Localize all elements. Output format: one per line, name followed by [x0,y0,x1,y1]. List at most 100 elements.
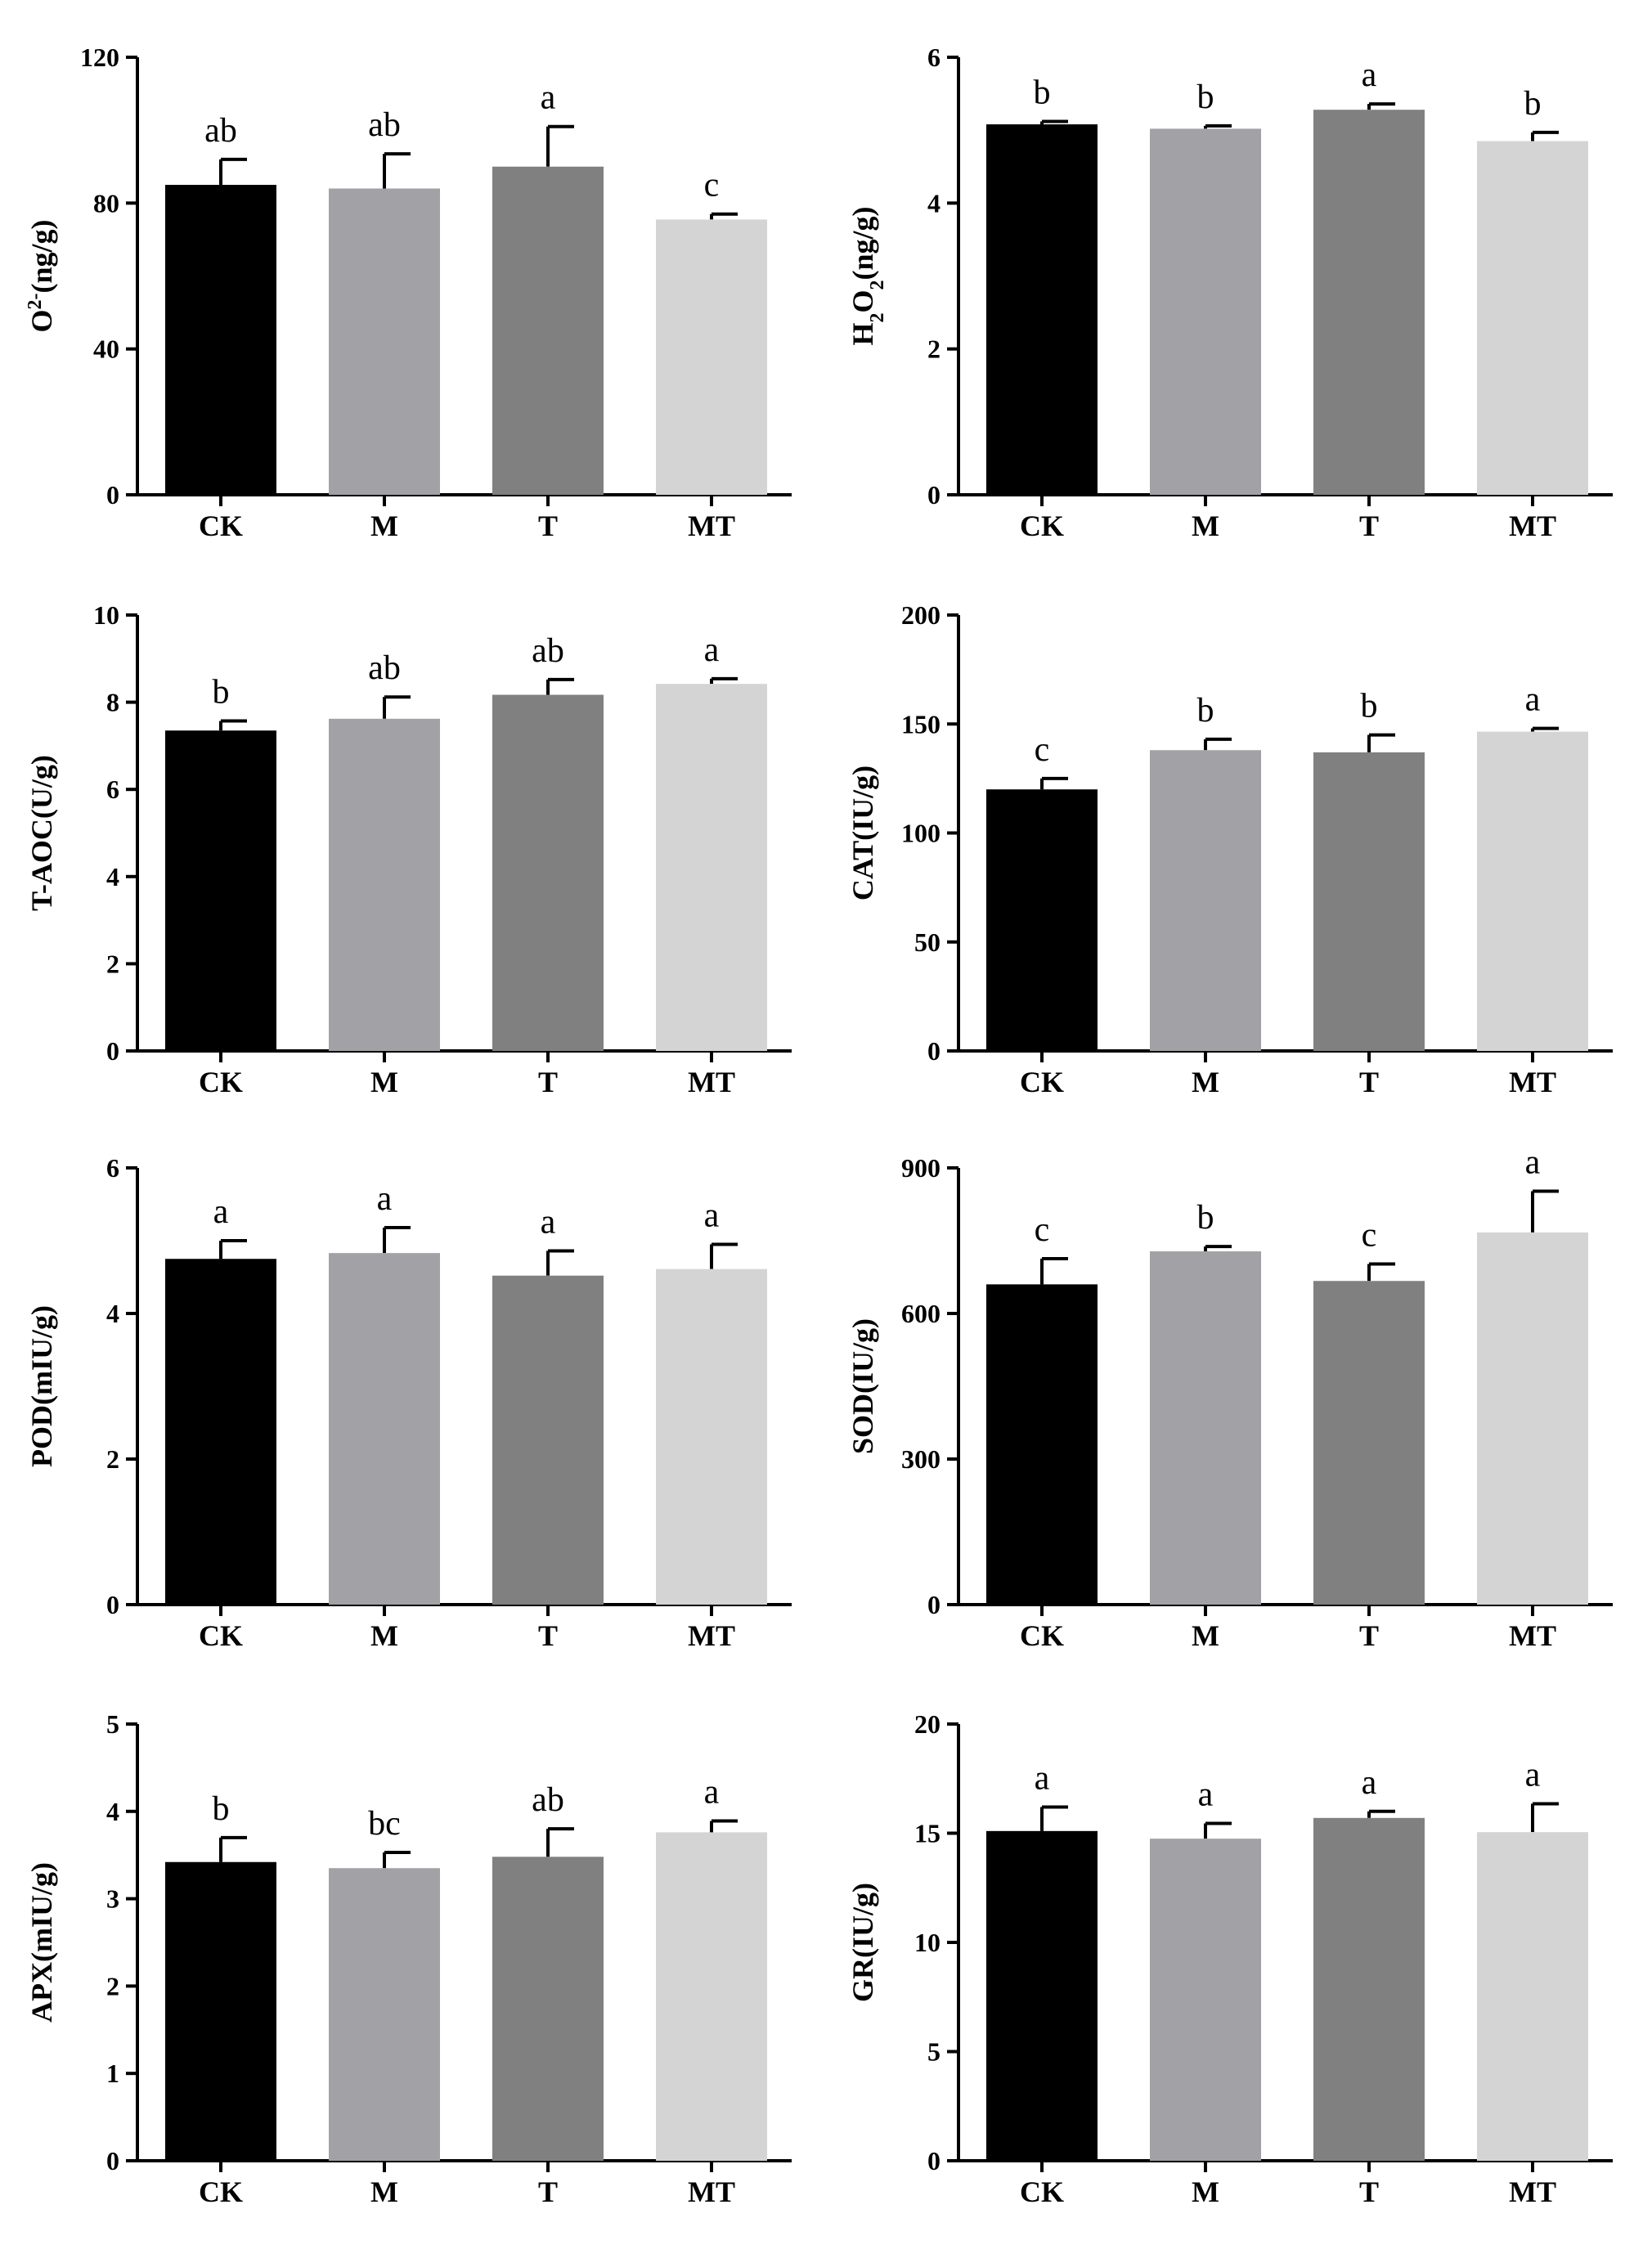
y-tick-label: 10 [914,1928,940,1957]
category-label-T: T [538,1066,558,1098]
significance-letter-CK: a [1035,1759,1050,1797]
significance-letter-MT: a [1525,1143,1541,1181]
category-label-T: T [538,2175,558,2208]
y-tick-label: 0 [106,2146,119,2175]
y-tick-label: 100 [901,819,940,848]
y-tick-label: 4 [106,1797,119,1826]
y-tick-label: 3 [106,1884,119,1914]
category-label-T: T [1359,1066,1379,1098]
significance-letter-M: b [1197,79,1214,116]
y-axis-label: POD(mIU/g) [25,1305,58,1467]
category-label-CK: CK [199,510,243,542]
y-axis-label: T-AOC(U/g) [25,755,58,911]
bar-M [329,1868,440,2161]
bar-T [492,1857,604,2161]
significance-letter-CK: b [213,1790,230,1828]
category-label-M: M [370,510,398,542]
y-tick-label: 0 [106,1590,119,1619]
chart-apx: 0 1 2 3 4 5 b CK bc Mab Ta MT APX(mIU/g) [25,1709,792,2208]
category-label-T: T [1359,2175,1379,2208]
y-tick-label: 0 [927,2146,940,2175]
bar-T [1313,752,1425,1051]
category-label-MT: MT [1509,1066,1556,1098]
bar-CK [165,1259,276,1605]
bar-MT [1477,1232,1588,1605]
significance-letter-T: b [1361,688,1378,725]
y-axis-label: O2-(ng/g) [25,219,58,332]
bar-CK [165,1861,276,2161]
category-label-MT: MT [1509,510,1556,542]
y-tick-label: 0 [927,480,940,510]
y-tick-label: 300 [901,1444,940,1474]
significance-letter-M: bc [368,1805,401,1843]
category-label-CK: CK [199,2175,243,2208]
y-axis-label: CAT(IU/g) [846,766,879,900]
y-tick-label: 0 [927,1590,940,1619]
y-tick-label: 900 [901,1153,940,1183]
significance-letter-MT: b [1524,85,1542,123]
category-label-CK: CK [199,1066,243,1098]
y-tick-label: 15 [914,1819,940,1848]
category-label-MT: MT [1509,2175,1556,2208]
significance-letter-MT: a [1525,681,1541,719]
y-tick-label: 0 [106,480,119,510]
y-tick-label: 50 [914,927,940,957]
chart-sod: 0 300 600 900 c CK b Mc Ta MT SOD(IU/g) [846,1143,1613,1652]
bar-MT [1477,731,1588,1051]
category-label-T: T [538,1619,558,1652]
bar-MT [1477,1832,1588,2161]
bar-M [329,188,440,495]
significance-letter-T: a [1362,56,1377,94]
category-label-T: T [538,510,558,542]
category-label-CK: CK [1020,2175,1064,2208]
category-label-M: M [1192,2175,1219,2208]
y-tick-label: 6 [927,43,940,72]
y-tick-label: 0 [927,1036,940,1066]
significance-letter-M: b [1197,692,1214,730]
significance-letter-T: c [1362,1216,1377,1254]
significance-letter-CK: c [1035,731,1050,769]
significance-letter-T: a [541,1203,556,1241]
category-label-M: M [1192,510,1219,542]
category-label-MT: MT [688,1066,735,1098]
y-tick-label: 40 [93,335,119,364]
y-tick-label: 200 [901,600,940,630]
significance-letter-M: a [377,1180,393,1218]
bar-T [492,166,604,495]
chart-taoc: 0 2 4 6 8 10 b CK ab Mab Ta MT T-AOC(U/g) [25,600,792,1098]
chart-cat: 0 50 100 150 200 c CK b Mb Ta MT CAT(IU/g) [846,600,1613,1098]
category-label-T: T [1359,510,1379,542]
category-label-CK: CK [199,1619,243,1652]
y-tick-label: 4 [106,1299,119,1328]
y-tick-label: 600 [901,1299,940,1328]
bar-M [1150,1251,1261,1605]
y-tick-label: 5 [106,1709,119,1739]
significance-letter-T: a [1362,1764,1377,1802]
y-tick-label: 2 [106,1971,119,2000]
bar-MT [656,1268,767,1605]
y-tick-label: 1 [106,2059,119,2088]
category-label-MT: MT [688,2175,735,2208]
chart-o2: 0 40 80 120 ab CK ab Ma Tc MT O2-(ng/g) [25,43,792,542]
category-label-MT: MT [1509,1619,1556,1652]
significance-letter-CK: a [213,1193,229,1231]
significance-letter-MT: a [1525,1756,1541,1794]
bar-CK [986,1830,1098,2161]
bar-M [1150,750,1261,1051]
bar-T [492,694,604,1051]
y-axis-label: SOD(IU/g) [846,1318,879,1454]
significance-letter-M: ab [368,649,401,687]
significance-letter-T: a [541,79,556,117]
significance-letter-CK: ab [204,112,237,150]
y-tick-label: 4 [106,862,119,891]
bar-M [329,1253,440,1605]
bar-T [1313,1281,1425,1605]
bar-MT [656,1832,767,2161]
y-tick-label: 0 [106,1036,119,1066]
significance-letter-MT: a [704,1197,720,1234]
category-label-MT: MT [688,510,735,542]
y-tick-label: 4 [927,188,940,218]
y-tick-label: 10 [93,600,119,630]
bar-CK [986,124,1098,496]
y-tick-label: 120 [80,43,119,72]
